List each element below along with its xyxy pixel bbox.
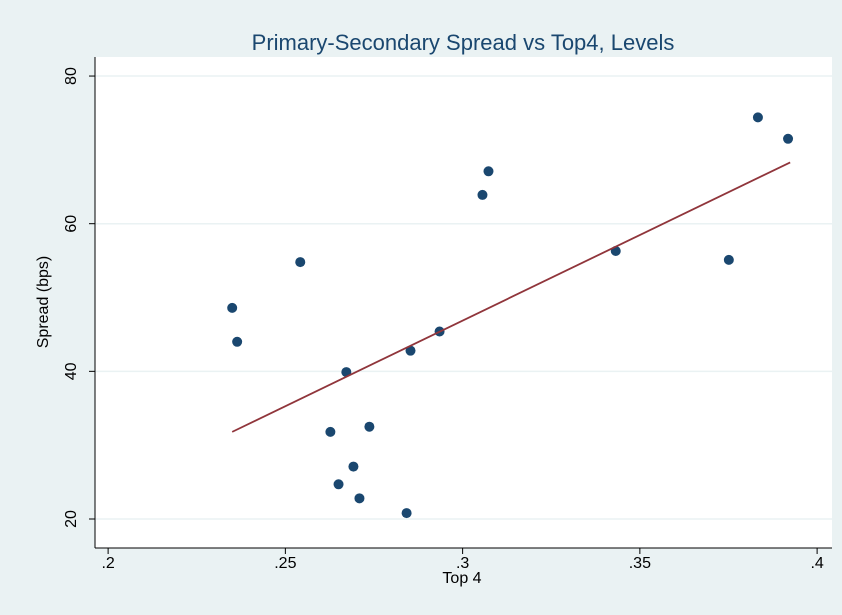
- y-tick-label: 40: [63, 362, 80, 380]
- y-axis-label: Spread (bps): [35, 256, 52, 349]
- point: [295, 257, 306, 268]
- plot-area: [95, 57, 832, 548]
- x-tick-label: .2: [101, 555, 114, 572]
- point: [477, 189, 488, 200]
- y-tick-label: 80: [63, 67, 80, 85]
- x-tick-label: .3: [456, 555, 469, 572]
- point: [348, 461, 359, 472]
- point: [232, 336, 243, 347]
- point: [227, 302, 238, 313]
- point: [783, 133, 794, 144]
- point: [723, 254, 734, 265]
- fit-line: [231, 161, 791, 433]
- point: [401, 508, 412, 519]
- x-tick-label: .35: [629, 555, 651, 572]
- x-tick-label: .25: [274, 555, 296, 572]
- point: [333, 479, 344, 490]
- point: [354, 493, 365, 504]
- x-tick-label: .4: [810, 555, 823, 572]
- point: [364, 421, 375, 432]
- point: [325, 426, 336, 437]
- y-tick-label: 20: [63, 510, 80, 528]
- y-tick-label: 60: [63, 215, 80, 233]
- point: [405, 345, 416, 356]
- x-axis-label: Top 4: [442, 570, 481, 587]
- chart-title: Primary-Secondary Spread vs Top4, Levels: [252, 30, 675, 55]
- point: [752, 112, 763, 123]
- point: [483, 166, 494, 177]
